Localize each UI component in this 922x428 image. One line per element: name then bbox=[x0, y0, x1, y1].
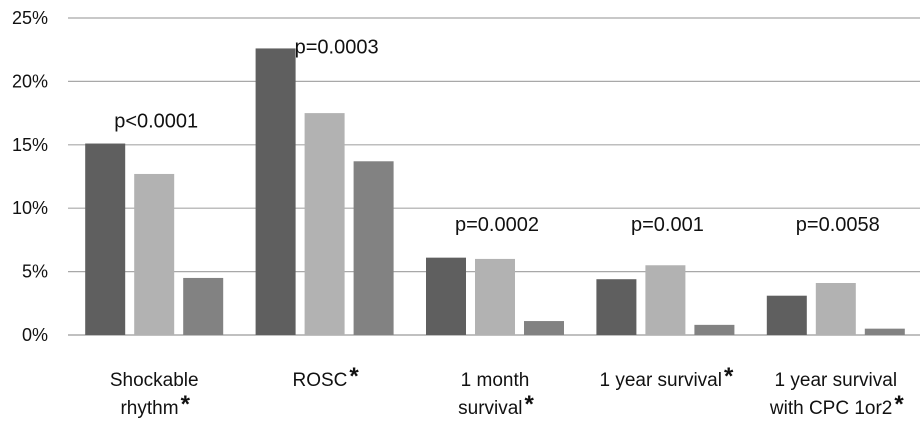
significance-asterisk: * bbox=[349, 363, 359, 390]
category-label: rhythm bbox=[120, 398, 178, 419]
bar bbox=[815, 283, 856, 335]
p-value-annotation: p<0.0001 bbox=[114, 111, 198, 133]
bar bbox=[645, 265, 686, 335]
bar bbox=[524, 321, 564, 335]
bar bbox=[864, 328, 905, 335]
p-value-annotation: p=0.0058 bbox=[796, 214, 880, 236]
category-label: 1 year survival bbox=[599, 370, 722, 391]
p-value-annotation: p=0.0003 bbox=[295, 37, 379, 59]
significance-asterisk: * bbox=[724, 363, 734, 390]
category-label: with CPC 1or2 bbox=[769, 398, 893, 419]
bar bbox=[183, 277, 224, 335]
bar bbox=[475, 258, 515, 335]
category-label: survival bbox=[458, 398, 522, 419]
significance-asterisk: * bbox=[525, 391, 535, 418]
significance-asterisk: * bbox=[894, 391, 904, 418]
y-tick-label: 25% bbox=[12, 8, 48, 28]
bar bbox=[596, 279, 637, 335]
bar bbox=[426, 257, 466, 335]
bar bbox=[353, 161, 394, 335]
category-label: ROSC bbox=[292, 370, 347, 391]
y-tick-label: 0% bbox=[22, 325, 48, 345]
bar bbox=[85, 143, 126, 335]
bar bbox=[255, 48, 296, 335]
p-value-annotation: p=0.001 bbox=[631, 214, 704, 236]
significance-asterisk: * bbox=[181, 391, 191, 418]
bar bbox=[304, 113, 345, 335]
bars bbox=[85, 48, 905, 335]
y-tick-label: 15% bbox=[12, 135, 48, 155]
y-tick-label: 20% bbox=[12, 71, 48, 91]
y-axis-ticks: 0% 5% 10% 15% 20% 25% bbox=[12, 8, 48, 345]
p-value-annotation: p=0.0002 bbox=[455, 214, 539, 236]
y-tick-label: 10% bbox=[12, 198, 48, 218]
bar bbox=[766, 295, 807, 335]
bar bbox=[694, 324, 735, 335]
p-value-annotations: p<0.0001 p=0.0003 p=0.0002 p=0.001 p=0.0058 bbox=[114, 37, 880, 237]
category-label: 1 year survival bbox=[775, 370, 898, 391]
bar bbox=[134, 173, 175, 335]
y-tick-label: 5% bbox=[22, 262, 48, 282]
category-label: Shockable bbox=[110, 370, 199, 391]
category-label: 1 month bbox=[461, 370, 530, 391]
